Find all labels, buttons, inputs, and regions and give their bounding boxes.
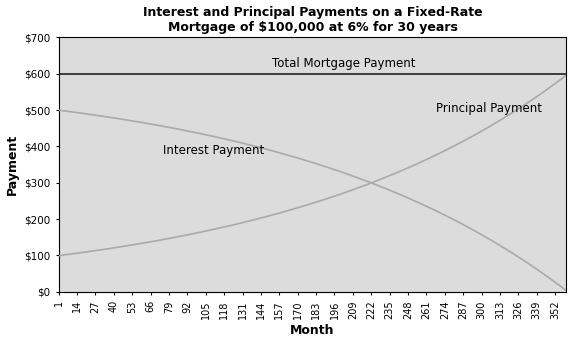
X-axis label: Month: Month — [291, 324, 335, 338]
Title: Interest and Principal Payments on a Fixed-Rate
Mortgage of $100,000 at 6% for 3: Interest and Principal Payments on a Fix… — [143, 5, 482, 34]
Text: Total Mortgage Payment: Total Mortgage Payment — [272, 57, 415, 70]
Text: Interest Payment: Interest Payment — [164, 144, 265, 157]
Y-axis label: Payment: Payment — [6, 134, 18, 195]
Text: Principal Payment: Principal Payment — [436, 102, 542, 115]
